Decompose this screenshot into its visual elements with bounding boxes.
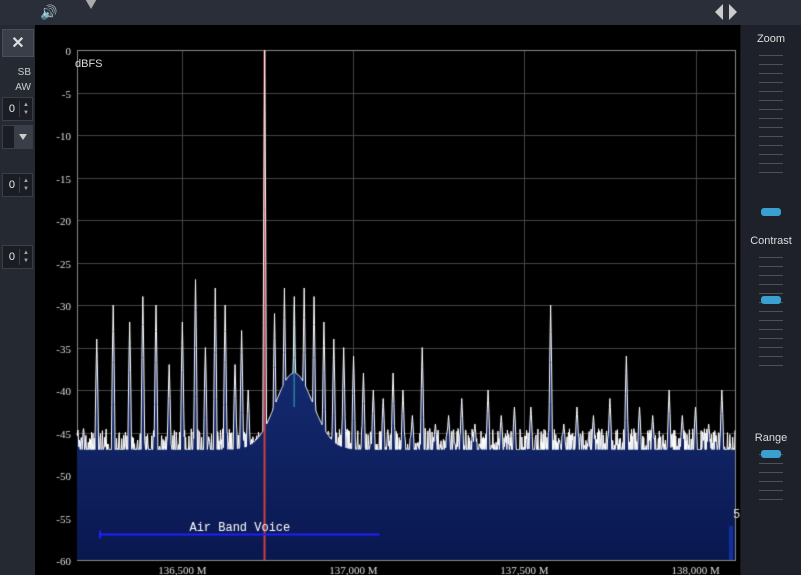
right-panel: Zoom Contrast Range	[740, 25, 801, 575]
spinner-3-value: 0	[3, 251, 19, 263]
mode-label-sb[interactable]: SB	[0, 67, 35, 78]
close-button[interactable]: ✕	[2, 29, 34, 57]
spinner-arrows-icon[interactable]: ▲▼	[19, 177, 32, 193]
spinner-1[interactable]: 0 ▲▼	[2, 97, 33, 121]
chevron-down-icon[interactable]	[14, 126, 32, 148]
spinner-2-value: 0	[3, 179, 19, 191]
spinner-1-value: 0	[3, 103, 19, 115]
freq-down-icon[interactable]	[80, 0, 102, 19]
contrast-label: Contrast	[741, 235, 801, 247]
spinner-arrows-icon[interactable]: ▲▼	[19, 249, 32, 265]
nav-arrows[interactable]	[711, 2, 741, 27]
spinner-2[interactable]: 0 ▲▼	[2, 173, 33, 197]
zoom-label: Zoom	[741, 33, 801, 45]
mode-label-aw[interactable]: AW	[0, 82, 35, 93]
spinner-3[interactable]: 0 ▲▼	[2, 245, 33, 269]
contrast-slider[interactable]	[751, 257, 791, 412]
range-label: Range	[741, 432, 801, 444]
volume-icon[interactable]: 🔊	[40, 4, 57, 21]
spectrum-chart[interactable]	[35, 25, 741, 575]
spectrum-area: dBFS	[35, 25, 741, 575]
spinner-arrows-icon[interactable]: ▲▼	[19, 101, 32, 117]
range-slider[interactable]	[751, 454, 791, 524]
left-panel: ✕ SB AW 0 ▲▼ 0 ▲▼ 0 ▲▼	[0, 25, 35, 575]
dropdown-1[interactable]	[2, 125, 33, 149]
y-axis-label: dBFS	[75, 58, 103, 70]
top-bar: 🔊	[0, 0, 801, 26]
zoom-slider[interactable]	[751, 55, 791, 215]
